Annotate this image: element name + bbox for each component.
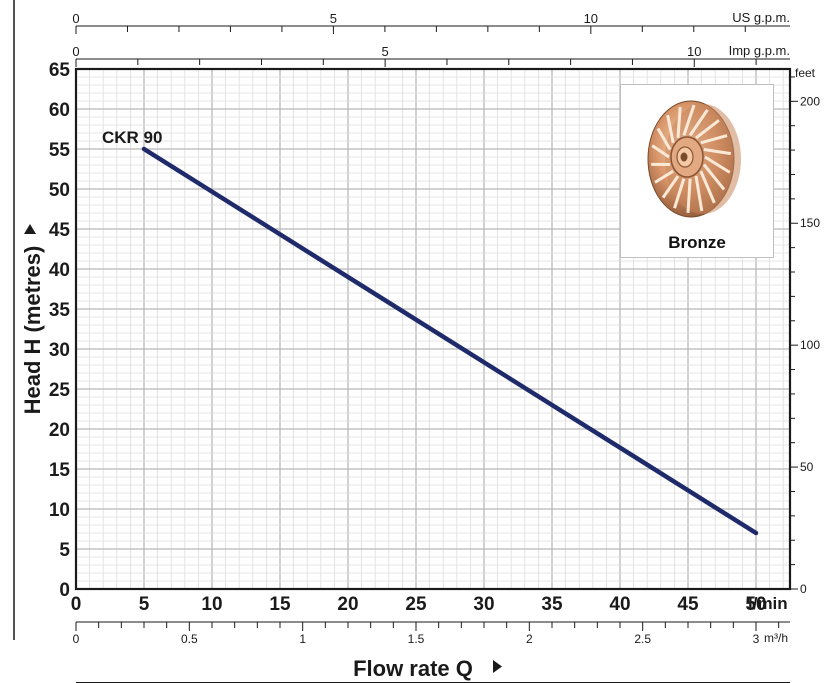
y-axis-title: Head H (metres): [20, 246, 45, 415]
series-layer: CKR 90: [102, 128, 759, 536]
y-tick-label: 30: [49, 340, 70, 361]
impeller-vane: [702, 163, 726, 191]
x-tick-label: 25: [405, 594, 427, 615]
impeller-vane: [651, 144, 670, 159]
impeller-vane: [676, 106, 682, 139]
y-tick-label: 15: [49, 460, 71, 481]
impeller-vane: [700, 134, 728, 145]
y-right-tick-label: 50: [800, 460, 814, 474]
m3h-tick-label: 2: [526, 632, 533, 646]
m3h-unit: m³/h: [764, 631, 788, 645]
y-tick-label: 25: [49, 380, 71, 401]
y-tick-label: 20: [49, 420, 70, 441]
x-tick-label: 50: [745, 594, 766, 615]
top-axes: 0 5 10 0 5 10: [72, 11, 790, 67]
y-tick-label: 10: [49, 500, 70, 521]
m3h-tick-label: 2.5: [634, 632, 651, 646]
impeller-vane: [654, 169, 674, 184]
m3h-tick-label: 1.5: [408, 632, 425, 646]
y-tick-label: 5: [59, 540, 70, 561]
y-right-unit-feet: feet: [795, 66, 816, 80]
top-axis-tick-label: 0: [72, 44, 79, 59]
y-tick-label: 35: [49, 300, 71, 321]
y-tick-label: 0: [59, 580, 70, 601]
top-axis-tick-label: 5: [382, 44, 389, 59]
bronze-impeller-icon: [647, 100, 741, 218]
x-tick-label: 40: [609, 594, 630, 615]
x-tick-label: 20: [337, 594, 358, 615]
impeller-vane: [666, 114, 675, 144]
impeller-vane: [673, 178, 686, 209]
y-axis-left: 0 5 10 15 20 25 30 35 40 45 50 55 60 65: [49, 60, 71, 601]
m3h-tick-label: 3: [753, 632, 760, 646]
y-tick-label: 45: [49, 220, 71, 241]
x-axis-m3h: 0 0.5 1 1.5 2 2.5 3: [73, 621, 790, 646]
series-line: [141, 146, 759, 536]
y-tick-label: 65: [49, 60, 71, 81]
y-tick-label: 55: [49, 140, 71, 161]
y-right-tick-label: 200: [800, 94, 820, 108]
top-axis-tick-label: 5: [330, 11, 337, 26]
x-axis-bottom: 0 5 10 15 20 25 30 35 40 45 50: [71, 594, 767, 615]
m3h-tick-label: 0.5: [181, 632, 198, 646]
y-right-tick-label: 100: [800, 338, 820, 352]
x-tick-label: 45: [677, 594, 699, 615]
x-tick-label: 0: [71, 594, 82, 615]
x-tick-label: 5: [139, 594, 150, 615]
x-unit-lmin: l/min: [748, 594, 788, 613]
x-tick-label: 10: [201, 594, 222, 615]
y-right-tick-label: 150: [800, 216, 820, 230]
top-axis-tick-label: 10: [584, 11, 598, 26]
x-axis-title: Flow rate Q: [353, 656, 473, 681]
m3h-tick-label: 0: [73, 632, 80, 646]
impeller-vane: [686, 178, 692, 213]
impeller-vane: [694, 175, 704, 212]
impeller-vane: [704, 155, 731, 174]
x-tick-label: 35: [541, 594, 563, 615]
y-axis-right: 0 50 100 150 200: [789, 69, 820, 596]
y-tick-label: 60: [49, 100, 70, 121]
impeller-inset: Bronze: [620, 84, 774, 258]
y-axis-title-arrow-icon: [24, 224, 36, 234]
top-us-unit: US g.p.m.: [732, 10, 790, 25]
impeller-vane: [703, 147, 732, 156]
x-tick-label: 30: [473, 594, 494, 615]
grid: [75, 68, 790, 590]
m3h-tick-label: 1: [299, 632, 306, 646]
top-axis-tick-label: 0: [72, 11, 79, 26]
x-tick-label: 15: [269, 594, 291, 615]
y-tick-label: 50: [49, 180, 70, 201]
top-axis-tick-label: 10: [687, 44, 701, 59]
inset-label: Bronze: [668, 233, 726, 252]
y-right-tick-label: 0: [800, 582, 807, 596]
impeller-vane: [656, 127, 672, 151]
impeller-vane: [682, 104, 696, 136]
impeller-vane: [661, 175, 680, 199]
impeller-vane: [695, 119, 720, 140]
impeller-vane: [699, 170, 716, 204]
x-axis-title-arrow-icon: [493, 660, 502, 673]
impeller-vane: [688, 108, 709, 137]
series-label: CKR 90: [102, 128, 162, 147]
top-imp-unit: Imp g.p.m.: [729, 43, 790, 58]
y-tick-label: 40: [49, 260, 70, 281]
